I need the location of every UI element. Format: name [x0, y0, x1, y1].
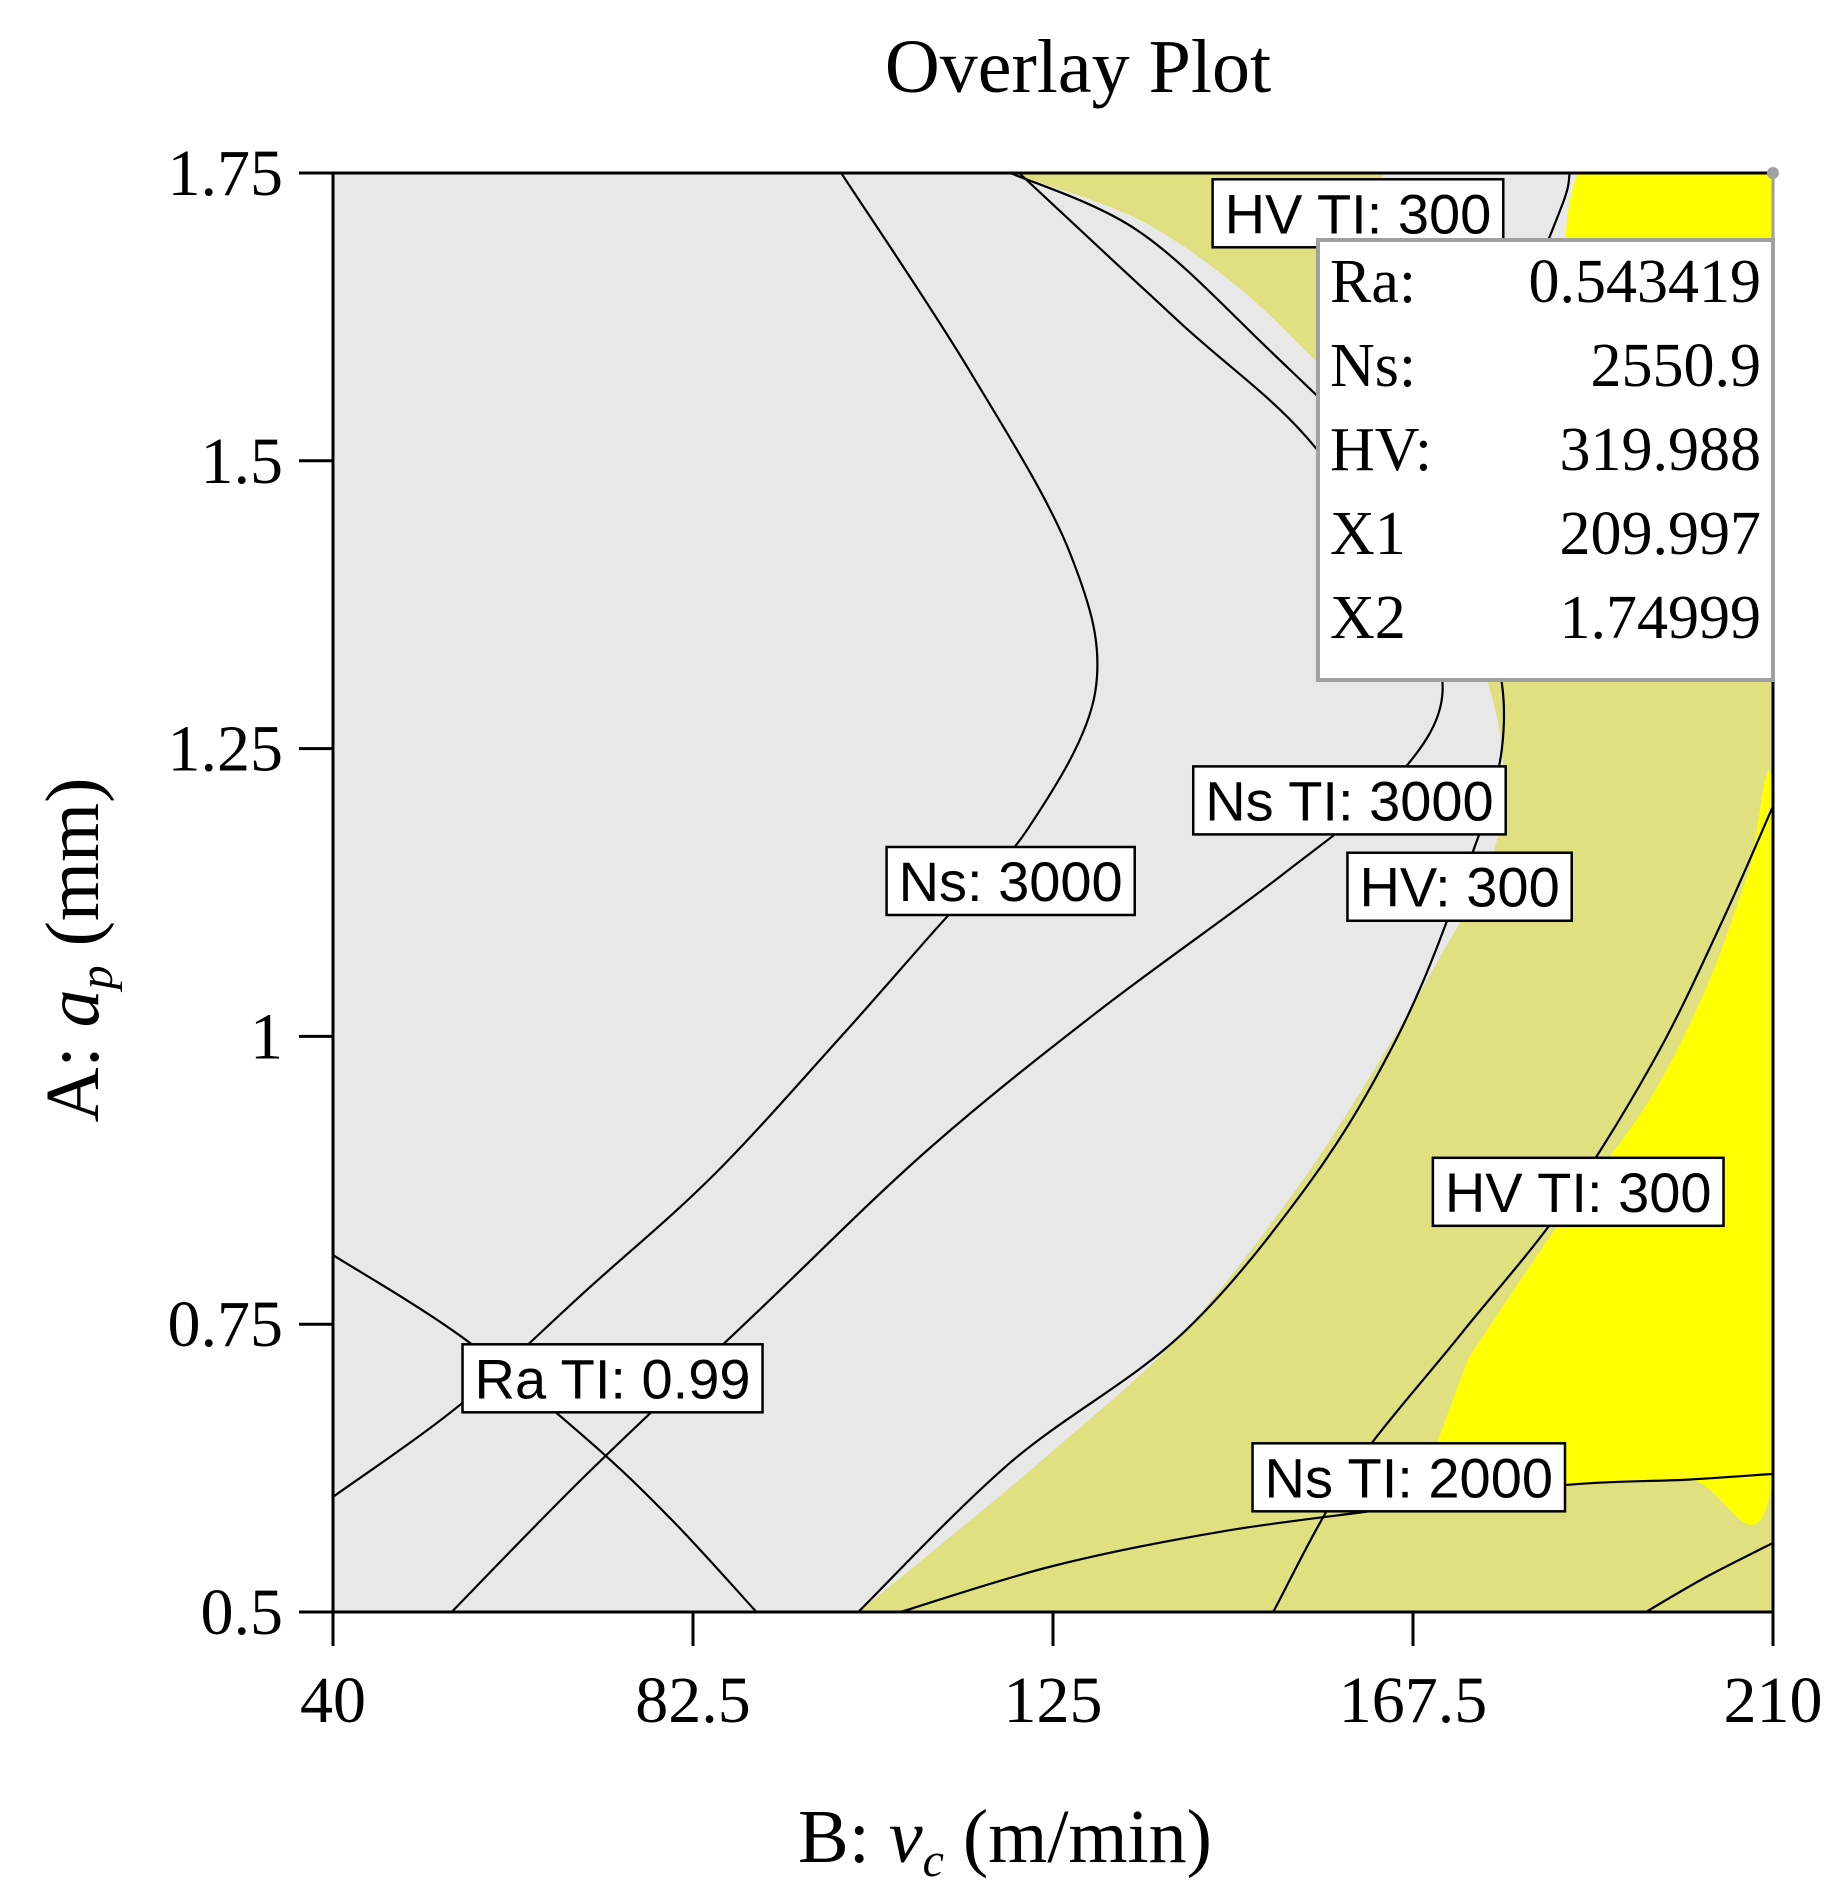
info-box-key: X2 [1330, 584, 1406, 652]
x-axis-label: B: vc (m/min) [798, 1795, 1212, 1886]
contour-label-box [1431, 1156, 1725, 1228]
ra-tl-099-contour [333, 1254, 758, 1612]
y-tick-label: 1.5 [201, 425, 284, 498]
contour-label-box [885, 845, 1136, 917]
contour-label-ns-3000: Ns: 3000 [885, 845, 1136, 917]
optimum-info-box: Ra: 0.543419 Ns: 2550.9 HV: 319.988 X1 209.997 X… [1315, 173, 1775, 682]
chart-title: Overlay Plot [885, 25, 1271, 109]
x-tick-label: 82.5 [635, 1664, 751, 1737]
contour-label-text: HV TI: 300 [1445, 1161, 1712, 1224]
contour-label-ns-tl-3000: Ns TI: 3000 [1191, 765, 1507, 836]
lower-right-contour [1645, 1541, 1773, 1612]
contour-label-box [461, 1343, 764, 1414]
info-box-key: X1 [1330, 500, 1406, 568]
x-axis: 40 82.5 125 167.5 210 [300, 1612, 1823, 1737]
optimum-point-marker [1766, 167, 1779, 180]
contour-label-text: Ns: 3000 [899, 850, 1123, 913]
contour-label-hv-tl-300: HV TI: 300 [1431, 1156, 1725, 1228]
y-tick-label: 1.75 [168, 137, 284, 210]
info-box-value: 2550.9 [1590, 332, 1761, 400]
y-tick-label: 0.75 [168, 1288, 284, 1361]
contour-label-text: Ra TI: 0.99 [475, 1347, 751, 1410]
contour-label-text: HV: 300 [1359, 856, 1559, 919]
contour-label-text: Ns TI: 3000 [1205, 769, 1493, 832]
x-tick-label: 40 [300, 1664, 366, 1737]
info-box-key: Ra: [1330, 248, 1416, 316]
info-box-value: 319.988 [1559, 416, 1761, 484]
x-tick-label: 210 [1724, 1664, 1823, 1737]
ns-3000-contour [333, 173, 1099, 1498]
y-tick-label: 0.5 [201, 1576, 284, 1649]
contour-label-hv-tl-300-top: HV TI: 300 [1211, 178, 1505, 249]
x-tick-label: 167.5 [1339, 1664, 1488, 1737]
contour-label-box [1346, 851, 1573, 922]
info-box-key: Ns: [1330, 332, 1416, 400]
contour-label-box [1251, 1442, 1567, 1513]
contour-label-ra-tl-099: Ra TI: 0.99 [461, 1343, 764, 1414]
y-tick-label: 1 [250, 1000, 283, 1073]
info-box-frame [1315, 238, 1775, 682]
y-axis-label: A: ap (mm) [31, 778, 123, 1123]
contour-labels: HV TI: 300 Ns: 3000 Ns TI: 3000 HV: 300 HV T… [461, 178, 1725, 1513]
y-tick-label: 1.25 [168, 713, 284, 786]
info-box-key: HV: [1330, 416, 1432, 484]
contour-label-text: HV TI: 300 [1225, 182, 1492, 245]
y-axis: 0.5 0.75 1 1.25 1.5 1.75 [168, 137, 333, 1649]
contour-label-text: Ns TI: 2000 [1265, 1446, 1553, 1509]
contour-label-box [1191, 765, 1507, 836]
info-box-value: 1.74999 [1559, 584, 1761, 652]
contour-label-ns-tl-2000: Ns TI: 2000 [1251, 1442, 1567, 1513]
info-box-value: 0.543419 [1528, 248, 1761, 316]
contour-label-box [1211, 178, 1505, 249]
optimal-region-lower [1417, 770, 1773, 1525]
info-box-value: 209.997 [1559, 500, 1761, 568]
x-tick-label: 125 [1004, 1664, 1103, 1737]
contour-label-hv-300: HV: 300 [1346, 851, 1573, 922]
